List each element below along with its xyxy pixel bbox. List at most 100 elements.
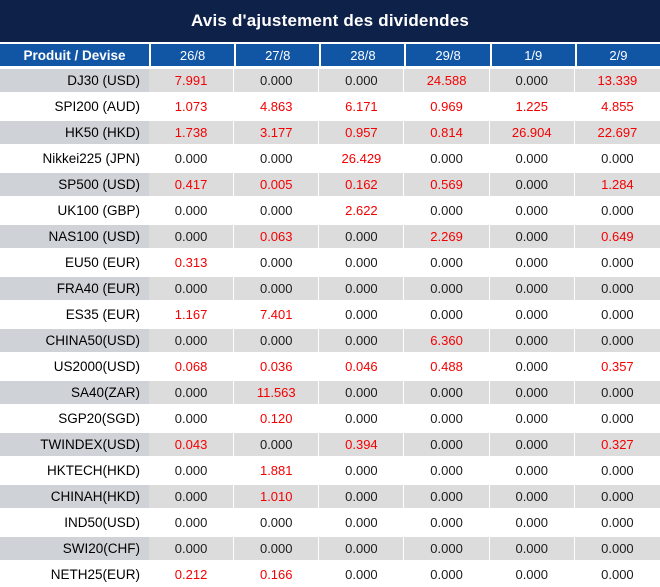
dividend-value: 0.000	[574, 537, 660, 560]
table-row: NAS100 (USD) 0.000 0.063 0.000 2.269 0.000 0.6…	[0, 225, 660, 248]
dividend-value: 0.000	[404, 459, 490, 482]
dividend-value: 0.000	[489, 329, 575, 352]
dividend-value: 0.000	[489, 173, 575, 196]
product-label: CHINAH(HKD)	[0, 485, 149, 508]
dividend-value: 0.569	[404, 173, 490, 196]
dividend-value: 0.000	[319, 329, 405, 352]
dividend-value: 0.327	[574, 433, 660, 456]
product-label: CHINA50(USD)	[0, 329, 149, 352]
table-row: SP500 (USD) 0.417 0.005 0.162 0.569 0.000 1.28…	[0, 173, 660, 196]
dividend-value: 0.000	[319, 303, 405, 326]
dividend-value: 0.000	[149, 485, 235, 508]
dividend-value: 0.000	[489, 407, 575, 430]
dividend-value: 0.313	[149, 251, 235, 274]
dividend-value: 0.000	[234, 511, 320, 534]
dividend-value: 0.000	[489, 225, 575, 248]
dividend-value: 0.036	[234, 355, 320, 378]
dividend-value: 24.588	[404, 69, 490, 92]
page-title: Avis d'ajustement des dividendes	[0, 0, 660, 42]
dividend-value: 0.120	[234, 407, 320, 430]
product-label: NETH25(EUR)	[0, 563, 149, 586]
dividend-value: 1.225	[489, 95, 575, 118]
product-label: ES35 (EUR)	[0, 303, 149, 326]
dividend-value: 0.000	[234, 329, 320, 352]
header-date: 28/8	[319, 44, 405, 66]
product-label: SPI200 (AUD)	[0, 95, 149, 118]
dividend-value: 0.000	[149, 459, 235, 482]
product-label: SA40(ZAR)	[0, 381, 149, 404]
dividend-value: 0.000	[574, 563, 660, 586]
dividend-value: 0.005	[234, 173, 320, 196]
header-date: 27/8	[234, 44, 320, 66]
dividend-value: 0.000	[149, 537, 235, 560]
dividend-value: 0.000	[574, 459, 660, 482]
dividend-value: 1.073	[149, 95, 235, 118]
dividend-value: 6.360	[404, 329, 490, 352]
dividend-value: 0.000	[489, 277, 575, 300]
dividend-value: 11.563	[234, 381, 320, 404]
product-label: Nikkei225 (JPN)	[0, 147, 149, 170]
table-row: Nikkei225 (JPN) 0.000 0.000 26.429 0.000 0.00…	[0, 147, 660, 170]
dividend-value: 0.000	[319, 381, 405, 404]
dividend-value: 0.000	[234, 277, 320, 300]
dividend-value: 0.043	[149, 433, 235, 456]
dividend-value: 0.000	[574, 511, 660, 534]
dividend-value: 0.000	[319, 511, 405, 534]
table-row: SA40(ZAR) 0.000 11.563 0.000 0.000 0.000 0.000	[0, 381, 660, 404]
table-row: EU50 (EUR) 0.313 0.000 0.000 0.000 0.000 0.000	[0, 251, 660, 274]
dividend-value: 0.000	[404, 147, 490, 170]
dividend-value: 0.000	[149, 329, 235, 352]
dividend-value: 0.000	[319, 407, 405, 430]
product-label: US2000(USD)	[0, 355, 149, 378]
table-row: SPI200 (AUD) 1.073 4.863 6.171 0.969 1.225 4.8…	[0, 95, 660, 118]
product-label: IND50(USD)	[0, 511, 149, 534]
dividend-value: 0.000	[149, 511, 235, 534]
dividend-value: 0.000	[319, 563, 405, 586]
dividend-value: 0.000	[319, 459, 405, 482]
dividend-value: 1.167	[149, 303, 235, 326]
dividend-value: 0.000	[404, 303, 490, 326]
dividend-value: 6.171	[319, 95, 405, 118]
dividend-value: 0.649	[574, 225, 660, 248]
dividend-value: 0.000	[489, 147, 575, 170]
dividend-value: 0.000	[149, 407, 235, 430]
table-row: NETH25(EUR) 0.212 0.166 0.000 0.000 0.000 0.00…	[0, 563, 660, 586]
product-label: SGP20(SGD)	[0, 407, 149, 430]
table-row: SGP20(SGD) 0.000 0.120 0.000 0.000 0.000 0.000	[0, 407, 660, 430]
dividend-value: 1.881	[234, 459, 320, 482]
dividend-value: 0.000	[404, 433, 490, 456]
product-label: HK50 (HKD)	[0, 121, 149, 144]
product-label: FRA40 (EUR)	[0, 277, 149, 300]
dividend-value: 0.068	[149, 355, 235, 378]
table-row: CHINAH(HKD) 0.000 1.010 0.000 0.000 0.000 0.00…	[0, 485, 660, 508]
table-row: IND50(USD) 0.000 0.000 0.000 0.000 0.000 0.000	[0, 511, 660, 534]
dividend-value: 0.000	[149, 381, 235, 404]
dividend-value: 0.000	[574, 251, 660, 274]
product-label: HKTECH(HKD)	[0, 459, 149, 482]
dividend-value: 2.622	[319, 199, 405, 222]
dividend-value: 0.394	[319, 433, 405, 456]
dividend-value: 0.000	[149, 225, 235, 248]
header-date: 1/9	[489, 44, 575, 66]
dividend-value: 0.000	[319, 485, 405, 508]
dividend-value: 0.000	[319, 277, 405, 300]
dividend-value: 0.000	[234, 251, 320, 274]
dividend-value: 0.000	[574, 199, 660, 222]
table-row: HK50 (HKD) 1.738 3.177 0.957 0.814 26.904 22.6…	[0, 121, 660, 144]
dividend-value: 0.000	[574, 329, 660, 352]
dividend-value: 0.000	[404, 537, 490, 560]
dividend-value: 4.855	[574, 95, 660, 118]
dividend-value: 0.000	[489, 563, 575, 586]
header-product-currency: Produit / Devise	[0, 44, 149, 66]
dividend-value: 0.000	[234, 69, 320, 92]
table-row: UK100 (GBP) 0.000 0.000 2.622 0.000 0.000 0.00…	[0, 199, 660, 222]
product-label: SP500 (USD)	[0, 173, 149, 196]
dividend-value: 2.269	[404, 225, 490, 248]
dividend-value: 0.000	[489, 303, 575, 326]
dividend-value: 0.957	[319, 121, 405, 144]
dividend-value: 1.284	[574, 173, 660, 196]
dividend-value: 0.166	[234, 563, 320, 586]
dividend-value: 0.000	[404, 485, 490, 508]
table-row: US2000(USD) 0.068 0.036 0.046 0.488 0.000 0.35…	[0, 355, 660, 378]
